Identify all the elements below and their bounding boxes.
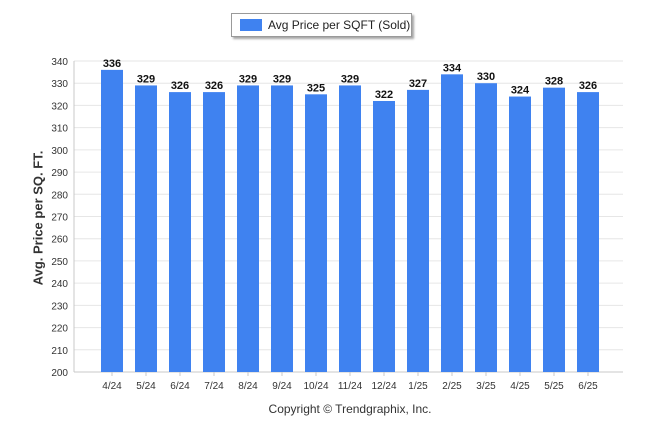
- bar-value-label: 322: [375, 89, 393, 101]
- bar-value-label: 329: [273, 73, 291, 85]
- chart-legend[interactable]: Avg Price per SQFT (Sold): [231, 13, 412, 37]
- y-axis-label: Avg. Price per SQ. FT.: [30, 150, 46, 286]
- legend-swatch: [240, 19, 262, 31]
- x-tick-label: 3/25: [476, 381, 496, 392]
- bar: [339, 85, 361, 372]
- bar-value-label: 326: [579, 80, 597, 92]
- legend-label: Avg Price per SQFT (Sold): [268, 18, 411, 32]
- y-tick-label: 210: [51, 346, 68, 357]
- x-tick-label: 8/24: [238, 381, 258, 392]
- x-tick-label: 12/24: [371, 381, 396, 392]
- x-tick-label: 6/24: [170, 381, 190, 392]
- bar: [577, 92, 599, 372]
- bar-value-label: 329: [239, 73, 257, 85]
- bar-value-label: 336: [103, 58, 121, 70]
- bar-value-label: 326: [171, 80, 189, 92]
- bar-value-label: 325: [307, 82, 325, 94]
- x-tick-label: 7/24: [204, 381, 224, 392]
- bar: [271, 85, 293, 372]
- x-tick-label: 5/25: [544, 381, 564, 392]
- x-tick-label: 6/25: [578, 381, 598, 392]
- y-tick-label: 330: [51, 79, 68, 90]
- y-tick-label: 300: [51, 146, 68, 157]
- y-tick-label: 320: [51, 101, 68, 112]
- bar: [475, 83, 497, 372]
- bar-value-label: 330: [477, 71, 495, 83]
- bar: [509, 96, 531, 373]
- y-tick-label: 250: [51, 257, 68, 268]
- bar: [101, 69, 123, 372]
- y-tick-label: 290: [51, 168, 68, 179]
- bar-value-label: 329: [137, 73, 155, 85]
- bar-value-label: 326: [205, 80, 223, 92]
- y-tick-label: 200: [51, 368, 68, 379]
- copyright-text: Copyright © Trendgraphix, Inc.: [268, 402, 432, 416]
- bar-value-label: 324: [511, 85, 530, 97]
- bar-value-label: 328: [545, 76, 563, 88]
- y-tick-label: 230: [51, 301, 68, 312]
- x-tick-label: 2/25: [442, 381, 462, 392]
- bar: [237, 85, 259, 372]
- bar-value-label: 327: [409, 78, 427, 90]
- x-tick-label: 9/24: [272, 381, 292, 392]
- y-tick-label: 240: [51, 279, 68, 290]
- y-tick-label: 280: [51, 190, 68, 201]
- x-tick-label: 4/24: [102, 381, 122, 392]
- bar: [407, 89, 429, 372]
- bar: [203, 92, 225, 372]
- bar-value-label: 329: [341, 73, 359, 85]
- x-tick-label: 11/24: [338, 381, 363, 392]
- x-tick-label: 10/24: [303, 381, 328, 392]
- bar: [543, 87, 565, 373]
- y-tick-label: 310: [51, 124, 68, 135]
- bar: [441, 74, 463, 372]
- x-tick-label: 4/25: [510, 381, 530, 392]
- bar: [373, 100, 395, 372]
- y-tick-label: 260: [51, 235, 68, 246]
- bar: [169, 92, 191, 372]
- bar: [305, 94, 327, 373]
- bar: [135, 85, 157, 372]
- x-tick-label: 5/24: [136, 381, 156, 392]
- bar-value-label: 334: [443, 62, 462, 74]
- y-tick-label: 270: [51, 213, 68, 224]
- x-tick-label: 1/25: [408, 381, 428, 392]
- y-tick-label: 340: [51, 57, 68, 68]
- y-tick-label: 220: [51, 324, 68, 335]
